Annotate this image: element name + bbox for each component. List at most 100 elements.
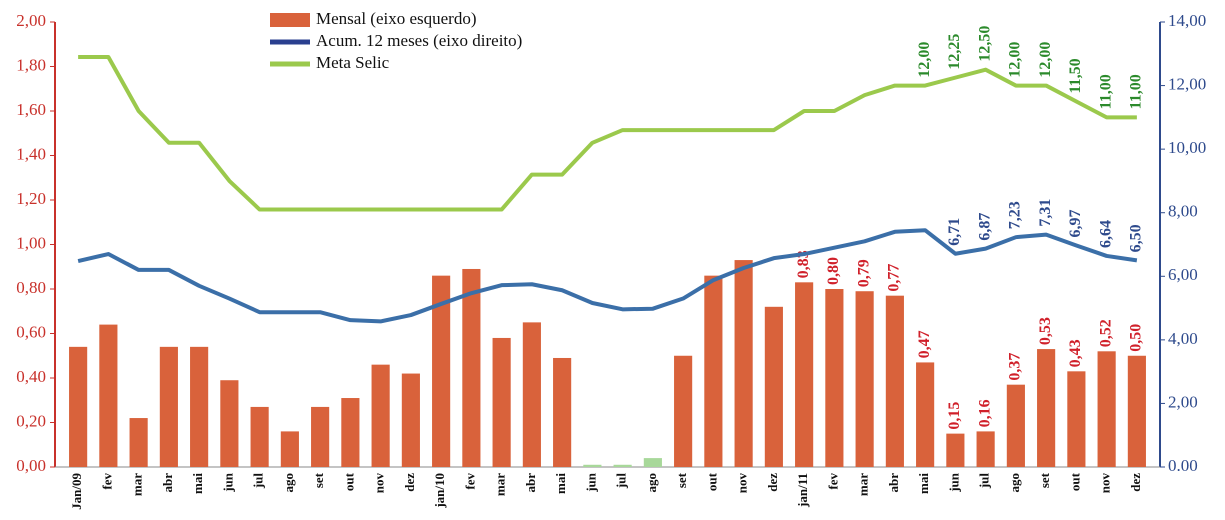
bar [522, 322, 541, 467]
bar [129, 418, 148, 467]
bar [280, 431, 299, 467]
y-tick-label: 2,00 [16, 11, 46, 30]
x-tick-label: out [704, 472, 719, 491]
x-tick-label: fev [825, 473, 840, 490]
bar [704, 275, 723, 467]
data-label: 0,79 [855, 259, 872, 287]
bar [250, 406, 269, 467]
bar [1097, 351, 1116, 467]
data-label: 0,47 [916, 330, 933, 358]
y-tick-label: 0,40 [16, 367, 46, 386]
x-tick-label: abr [160, 473, 175, 493]
y2-tick-label: 14,00 [1168, 11, 1206, 30]
x-tick-label: nov [1098, 473, 1113, 494]
bar [734, 260, 753, 467]
legend-label: Meta Selic [316, 53, 390, 72]
bar [946, 433, 965, 467]
x-tick-label: ago [281, 473, 296, 493]
x-tick-label: Jan/09 [69, 473, 84, 510]
x-tick-label: nov [735, 473, 750, 494]
y-tick-label: 1,00 [16, 233, 46, 252]
x-tick-label: out [1067, 472, 1082, 491]
data-label: 0,50 [1128, 324, 1145, 352]
bar [311, 406, 330, 467]
bar [613, 464, 632, 467]
x-tick-label: mai [190, 473, 205, 494]
x-tick-label: mar [493, 473, 508, 496]
data-label: 11,00 [1128, 74, 1145, 109]
data-label: 7,23 [1007, 201, 1024, 229]
bar [159, 346, 178, 467]
y-tick-label: 1,20 [16, 189, 46, 208]
y-tick-label: 1,60 [16, 100, 46, 119]
data-label: 0,16 [976, 399, 993, 427]
x-tick-label: mar [856, 473, 871, 496]
data-label: 0,37 [1007, 353, 1024, 381]
bar [371, 364, 390, 467]
y-tick-label: 0,00 [16, 456, 46, 475]
x-tick-label: abr [523, 473, 538, 493]
legend-swatch [270, 13, 310, 27]
x-tick-label: out [341, 472, 356, 491]
bar [1037, 349, 1056, 467]
x-tick-label: jan/11 [795, 473, 810, 508]
x-tick-label: fev [99, 473, 114, 490]
x-tick-label: dez [1128, 473, 1143, 492]
bar [341, 398, 360, 467]
bar [1067, 371, 1086, 467]
bar [462, 268, 481, 467]
data-label: 0,83 [795, 250, 812, 278]
bar [190, 346, 209, 467]
data-label: 6,97 [1067, 209, 1084, 237]
x-tick-label: ago [644, 473, 659, 493]
y2-tick-label: 12,00 [1168, 74, 1206, 93]
x-tick-label: ago [1007, 473, 1022, 493]
bar [99, 324, 118, 467]
x-tick-label: jul [977, 473, 992, 490]
line [78, 54, 1137, 212]
bar [1006, 384, 1025, 467]
bar [674, 355, 693, 467]
y2-tick-label: 10,00 [1168, 138, 1206, 157]
bar [764, 306, 783, 467]
x-tick-label: nov [372, 473, 387, 494]
bar [583, 464, 602, 467]
data-label: 6,50 [1128, 224, 1145, 252]
data-label: 12,00 [1037, 42, 1054, 78]
x-tick-label: fev [462, 473, 477, 490]
bar [492, 337, 511, 467]
x-tick-label: dez [765, 473, 780, 492]
bar [553, 357, 572, 467]
y2-tick-label: 8,00 [1168, 202, 1198, 221]
data-label: 0,53 [1037, 317, 1054, 345]
data-label: 11,00 [1097, 74, 1114, 109]
data-label: 0,52 [1097, 319, 1114, 347]
x-tick-label: jul [251, 473, 266, 490]
x-tick-label: mai [553, 473, 568, 494]
bar [825, 289, 844, 467]
data-label: 6,87 [976, 213, 993, 241]
line [77, 228, 1138, 324]
data-label: 6,71 [946, 218, 963, 246]
data-label: 0,77 [886, 264, 903, 292]
y-tick-label: 0,60 [16, 322, 46, 341]
data-label: 12,25 [946, 34, 963, 70]
y-tick-label: 1,80 [16, 55, 46, 74]
legend-label: Acum. 12 meses (eixo direito) [316, 31, 522, 50]
x-tick-label: set [311, 472, 326, 488]
y2-tick-label: 6,00 [1168, 265, 1198, 284]
x-tick-label: jul [614, 473, 629, 490]
data-label: 12,50 [976, 26, 993, 62]
data-label: 6,64 [1097, 220, 1114, 248]
y2-tick-label: 4,00 [1168, 329, 1198, 348]
data-label: 0,80 [825, 257, 842, 285]
y2-tick-label: 0.00 [1168, 456, 1198, 475]
x-tick-label: mai [916, 473, 931, 494]
data-label: 7,31 [1037, 199, 1054, 227]
bar [976, 431, 995, 467]
bar [1127, 355, 1146, 467]
bar [401, 373, 420, 467]
x-tick-label: abr [886, 473, 901, 493]
x-tick-label: jun [220, 472, 235, 493]
